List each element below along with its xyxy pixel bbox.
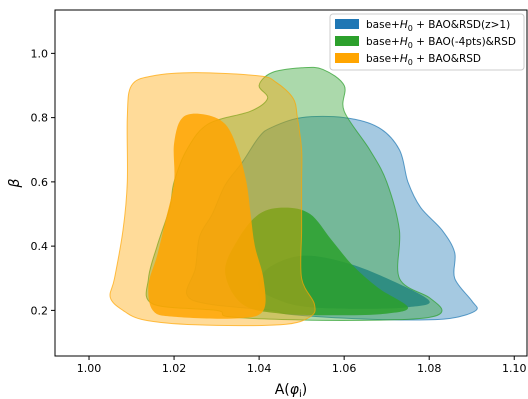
legend-label-subscript: 0 bbox=[408, 24, 413, 33]
y-tick-label: 0.4 bbox=[31, 240, 49, 253]
legend-label-part: + BAO(-4pts)&RSD bbox=[413, 36, 516, 48]
legend-label-blue: base+H0 + BAO&RSD(z>1) bbox=[366, 19, 510, 33]
x-tick-label: 1.06 bbox=[332, 362, 357, 375]
legend-label-part: base+ bbox=[366, 19, 400, 31]
x-tick-label: 1.02 bbox=[162, 362, 187, 375]
legend-label-orange: base+H0 + BAO&RSD bbox=[366, 53, 481, 67]
contour-layer bbox=[109, 66, 478, 327]
legend-label-subscript: 0 bbox=[408, 41, 413, 50]
x-tick-label: 1.10 bbox=[502, 362, 527, 375]
legend-label-part: base+ bbox=[366, 53, 400, 65]
legend-frame bbox=[329, 13, 525, 71]
x-axis-label-sub: i bbox=[299, 389, 302, 399]
legend-label-part: base+ bbox=[366, 36, 400, 48]
y-tick-label: 0.2 bbox=[31, 304, 49, 317]
legend-label-symbol: H bbox=[400, 53, 408, 65]
legend-swatch-green bbox=[335, 36, 359, 46]
y-axis-label: β bbox=[7, 178, 23, 188]
y-tick-label: 0.8 bbox=[31, 112, 49, 125]
legend-swatch-blue bbox=[335, 19, 359, 29]
y-tick-label: 0.6 bbox=[31, 176, 49, 189]
x-axis-label-main: A( bbox=[275, 382, 290, 398]
legend-label-part: + BAO&RSD(z>1) bbox=[413, 19, 510, 31]
legend-label-subscript: 0 bbox=[408, 58, 413, 67]
legend-label-green: base+H0 + BAO(-4pts)&RSD bbox=[366, 36, 516, 50]
legend: base+H0 + BAO&RSD(z>1)base+H0 + BAO(-4pt… bbox=[329, 13, 525, 71]
legend-label-part: + BAO&RSD bbox=[413, 53, 481, 65]
x-tick-label: 1.04 bbox=[247, 362, 272, 375]
x-axis-ticks: 1.00 1.02 1.04 1.06 1.08 1.10 bbox=[77, 356, 527, 375]
orange-contour-68 bbox=[148, 113, 266, 319]
x-axis-label-close: ) bbox=[302, 382, 307, 398]
x-tick-label: 1.08 bbox=[417, 362, 442, 375]
x-axis-label-phi: φ bbox=[290, 382, 300, 398]
y-axis-ticks: 0.2 0.4 0.6 0.8 1.0 bbox=[31, 47, 55, 317]
legend-label-symbol: H bbox=[400, 19, 408, 31]
legend-label-symbol: H bbox=[400, 36, 408, 48]
plot-area-frame bbox=[54, 9, 528, 357]
x-axis-label: A(φi) bbox=[275, 382, 308, 399]
green-contour-68 bbox=[225, 207, 409, 316]
legend-swatch-orange bbox=[335, 53, 359, 63]
y-tick-label: 1.0 bbox=[31, 47, 49, 60]
x-tick-label: 1.00 bbox=[77, 362, 102, 375]
